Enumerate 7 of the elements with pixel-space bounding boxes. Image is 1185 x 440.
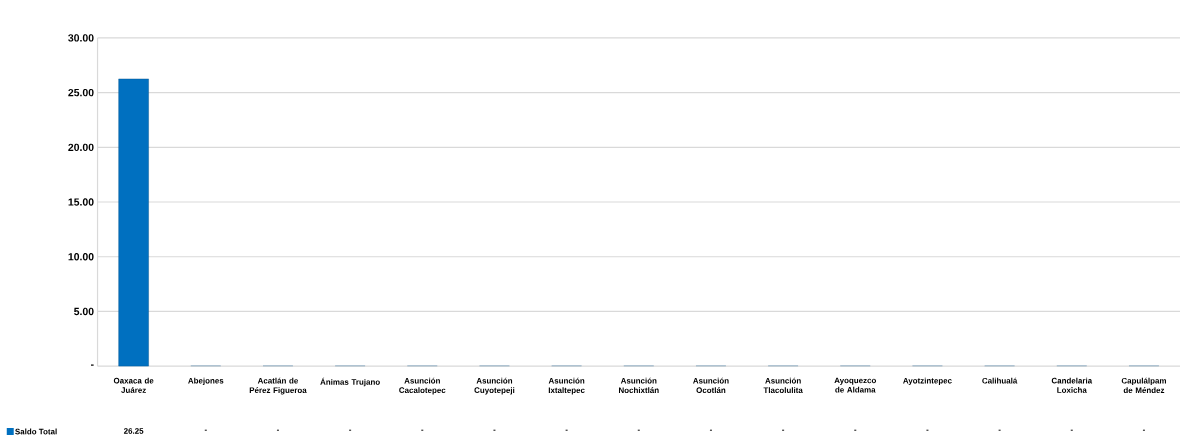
y-tick-label: 30.00 <box>68 34 94 42</box>
y-tick-label: - <box>90 364 94 366</box>
y-tick-label: 25.00 <box>68 88 94 97</box>
y-tick-label: 10.00 <box>68 253 94 261</box>
y-tick-label: 5.00 <box>74 307 94 316</box>
y-tick-label: 15.00 <box>68 198 94 206</box>
y-tick-label: 20.00 <box>68 143 94 152</box>
